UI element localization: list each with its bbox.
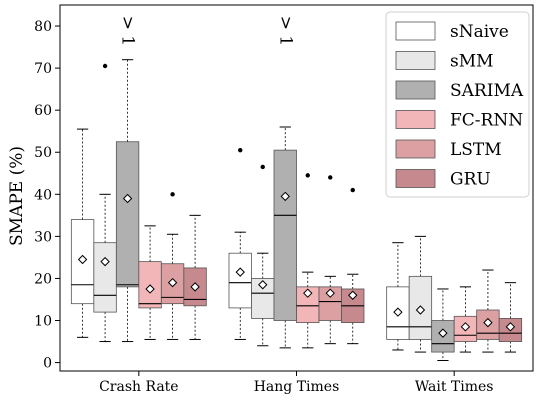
y-tick-label: 80 [34,19,52,35]
box-sMM-Hang Times [251,164,275,347]
mean-marker [77,254,88,265]
legend-label: SARIMA [450,81,524,101]
legend-swatch [395,21,436,41]
outlier-point [350,187,355,193]
outlier-point [328,175,333,180]
box-LSTM-Crash Rate [160,192,185,340]
legend-item-FC-RNN: FC-RNN [395,110,523,131]
legend-item-SARIMA: SARIMA [395,80,524,101]
legend-item-GRU: GRU [395,169,491,190]
mean-marker [460,322,471,332]
box-body [228,252,252,309]
y-tick-label: 40 [34,187,52,203]
box-GRU-Wait Times [498,282,523,353]
y-tick-label: 50 [34,145,52,161]
mean-marker [190,282,200,292]
outlier-point [260,164,265,170]
boxes [70,59,523,361]
x-tick-label: Crash Rate [99,379,179,395]
box-body [93,242,117,313]
box-body [273,149,297,321]
mean-marker [483,317,493,328]
legend-swatch [395,110,436,129]
annotation-label: > 1 [118,16,138,46]
mean-marker [303,288,313,298]
box-body [115,141,140,288]
outlier-point [238,147,243,153]
legend-swatch [395,80,436,100]
legend-swatch [395,51,436,70]
y-tick-label: 0 [43,356,52,372]
x-tick-label: Hang Times [254,379,340,395]
x-tick-label: Wait Times [415,379,494,395]
mean-marker [325,288,335,298]
box-SARIMA-Hang Times [273,126,297,349]
legend-label: sMM [450,52,494,72]
box-SARIMA-Crash Rate [115,59,140,343]
mean-marker [348,290,358,300]
legend-label: FC-RNN [450,111,523,131]
box-sNaive-Wait Times [386,242,410,351]
mean-marker [280,191,290,202]
outlier-point [102,63,108,69]
y-axis-label: SMAPE (%) [7,146,27,246]
mean-marker [167,277,178,288]
mean-marker [393,307,403,317]
box-sNaive-Hang Times [228,147,252,340]
mean-marker [145,284,155,294]
mean-marker [235,267,245,277]
box-FC-RNN-Wait Times [453,286,478,353]
legend-label: sNaive [450,22,509,42]
mean-marker [100,256,110,267]
y-tick-label: 70 [34,61,52,77]
legend: sNaive sMM SARIMA FC-RNN LSTM GRU [385,11,530,198]
box-SARIMA-Wait Times [431,288,455,361]
box-sNaive-Crash Rate [70,128,95,338]
legend-label: GRU [450,170,491,190]
legend-item-LSTM: LSTM [395,139,502,160]
box-FC-RNN-Crash Rate [138,225,162,340]
mean-marker [415,305,426,315]
mean-marker [122,193,133,204]
annotation-label: > 1 [275,16,295,46]
legend-item-sMM: sMM [395,51,494,72]
box-FC-RNN-Hang Times [296,173,320,349]
legend-swatch [395,139,436,159]
y-tick-label: 10 [34,314,52,330]
legend-item-sNaive: sNaive [395,21,509,42]
y-tick-label: 60 [34,103,52,119]
box-sMM-Wait Times [408,235,433,353]
legend-label: LSTM [450,140,502,160]
box-LSTM-Wait Times [476,269,500,353]
y-tick-label: 20 [34,271,52,287]
axes: 0 10 20 30 40 50 60 70 80 Crash Rate Hang Times Wai… [34,4,534,395]
box-LSTM-Hang Times [318,175,342,345]
outlier-point [170,192,175,197]
mean-marker [438,328,448,338]
mean-marker [505,322,516,332]
mean-marker [258,280,268,290]
annotations: > 1 > 1 [118,16,296,46]
y-tick-label: 30 [34,229,52,245]
outlier-point [305,173,310,178]
box-sMM-Crash Rate [93,63,117,343]
box-GRU-Crash Rate [183,214,207,340]
legend-swatch [395,169,436,188]
box-GRU-Hang Times [341,187,365,345]
